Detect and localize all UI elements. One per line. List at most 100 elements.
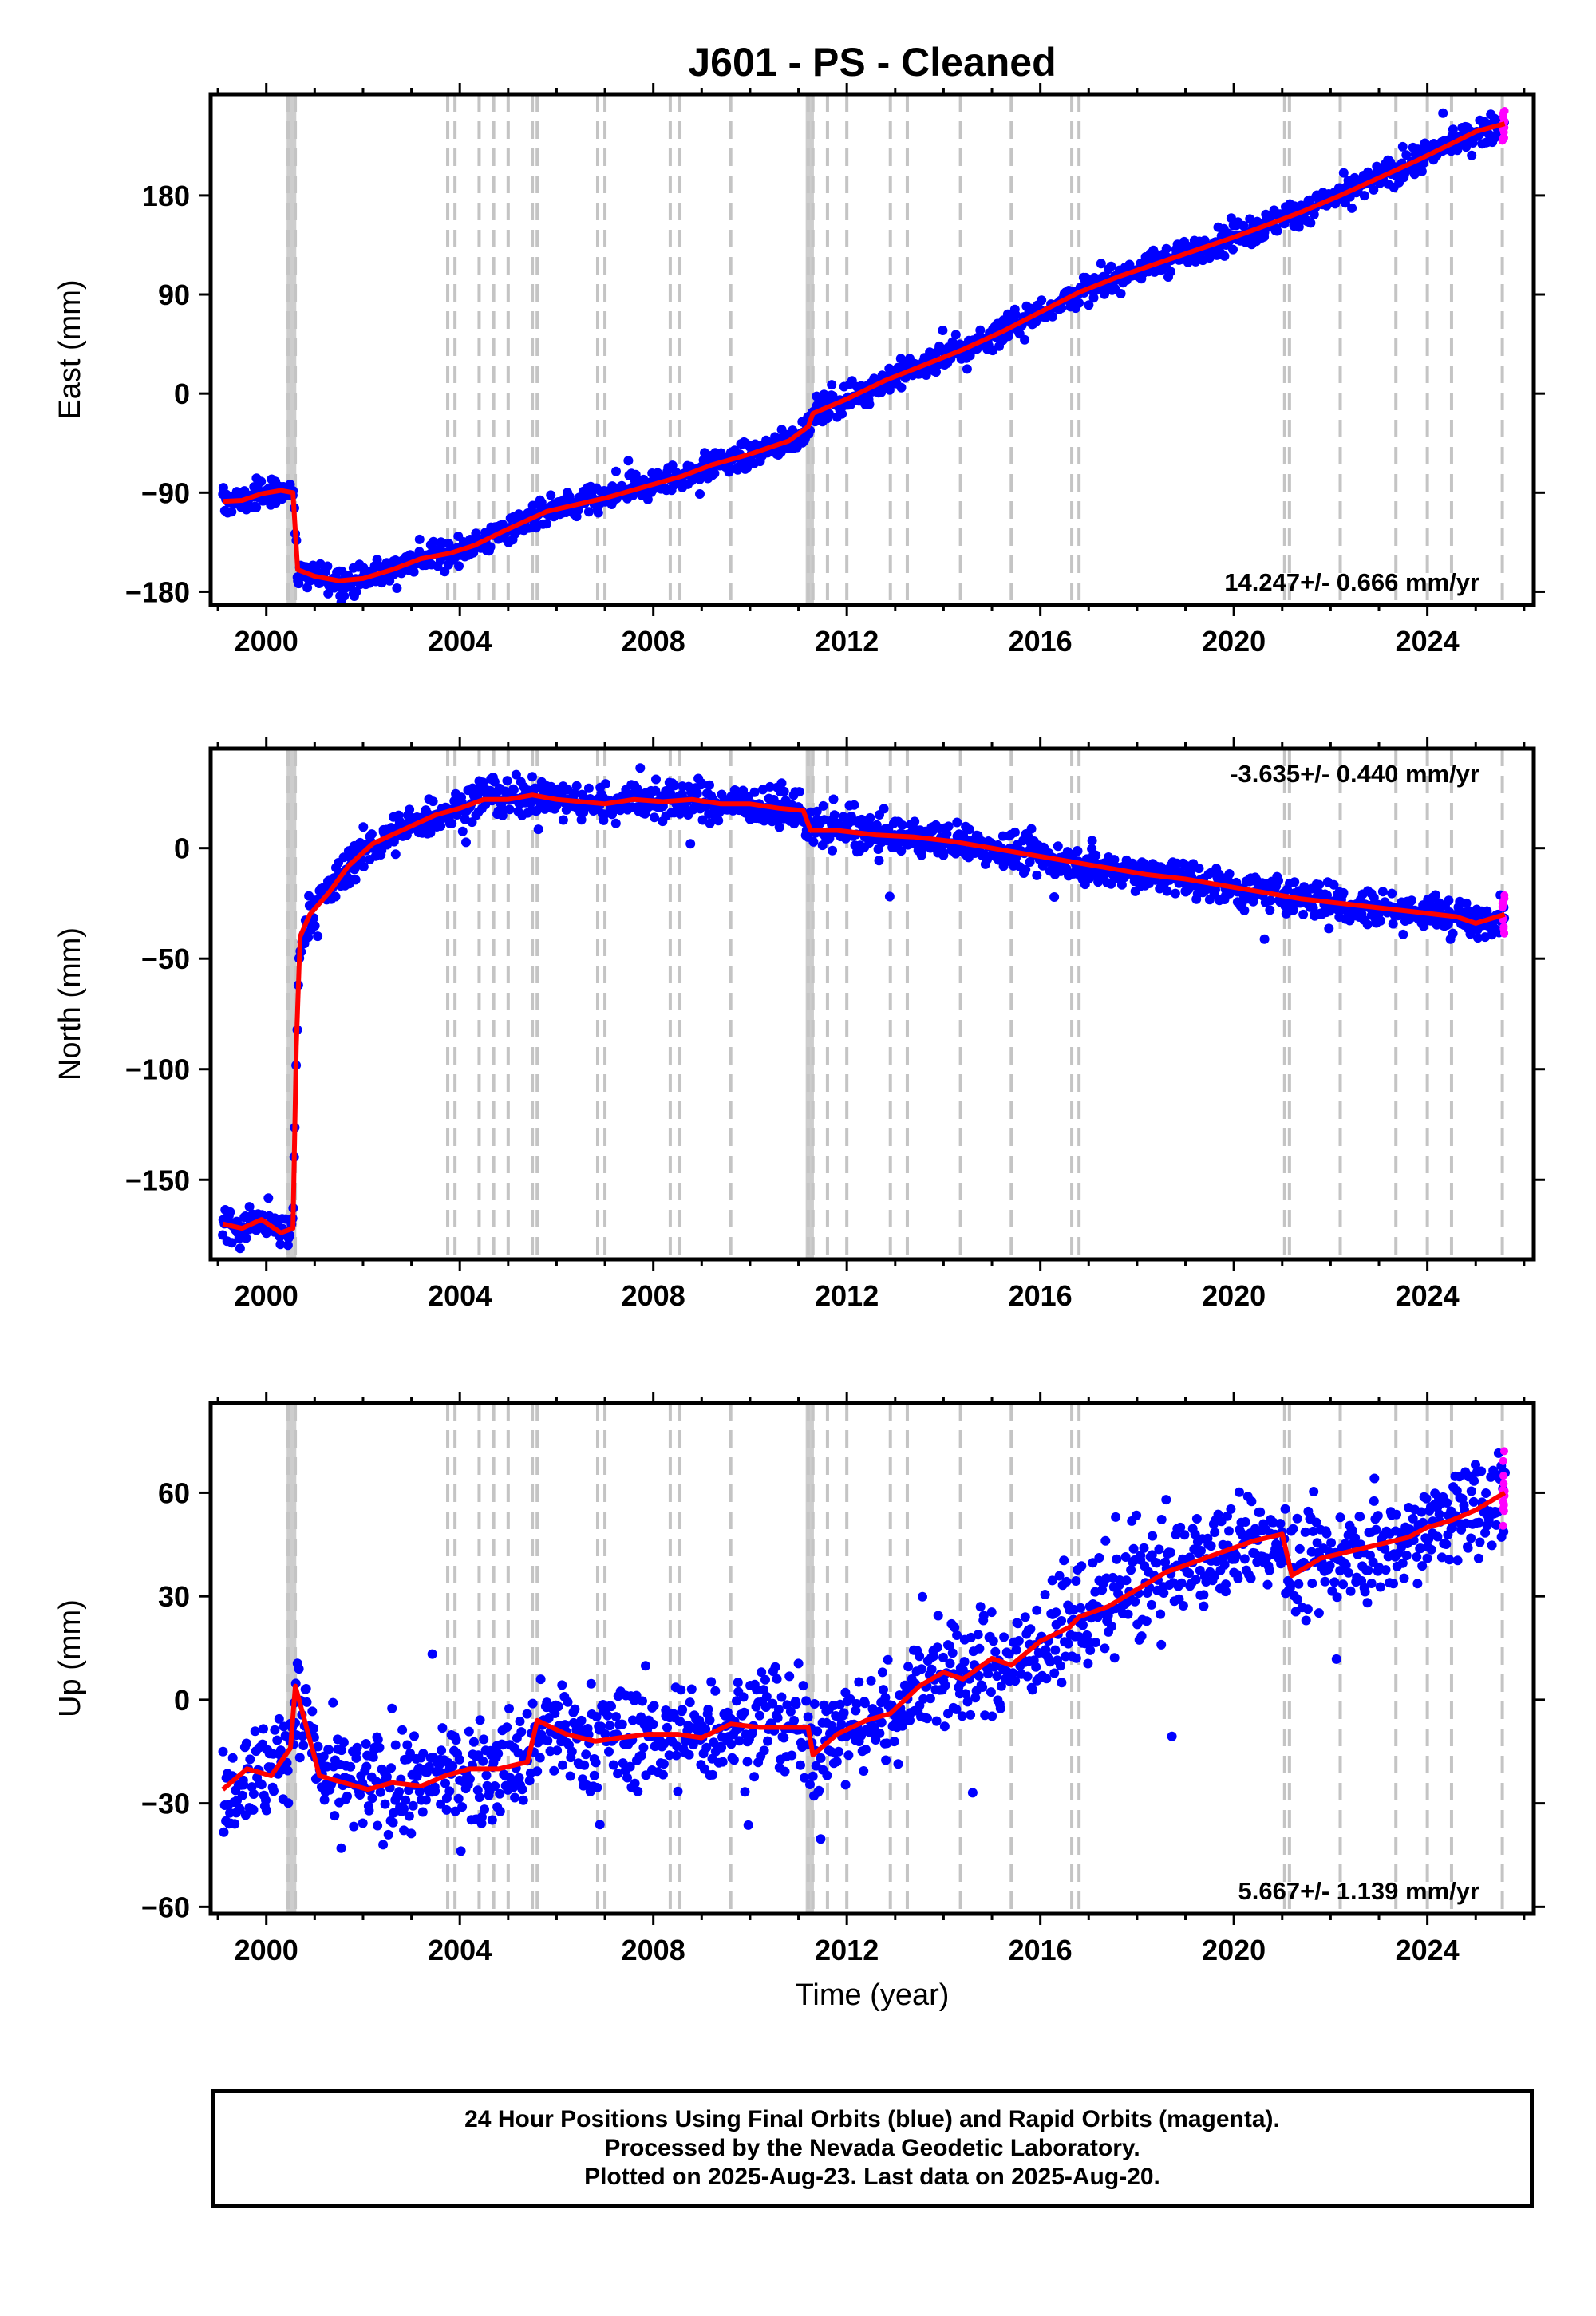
x-tick-label: 2016 bbox=[1009, 1279, 1073, 1312]
data-point bbox=[1387, 888, 1397, 899]
event-band bbox=[805, 94, 814, 605]
data-point bbox=[560, 1720, 571, 1730]
data-point bbox=[1369, 1473, 1380, 1484]
data-point bbox=[489, 777, 500, 787]
data-point bbox=[828, 794, 839, 804]
data-point bbox=[1057, 1678, 1067, 1688]
data-point bbox=[1491, 1520, 1502, 1530]
data-point bbox=[738, 1692, 749, 1702]
data-point bbox=[1050, 1645, 1061, 1655]
data-point bbox=[1399, 1573, 1409, 1583]
data-point bbox=[1363, 1565, 1373, 1575]
data-point bbox=[256, 1780, 267, 1790]
data-point bbox=[945, 1658, 955, 1669]
data-point bbox=[1264, 1565, 1274, 1575]
data-point bbox=[692, 788, 702, 799]
model-line bbox=[223, 121, 1506, 583]
data-point bbox=[263, 1193, 274, 1203]
data-point bbox=[1010, 1676, 1021, 1686]
data-point bbox=[638, 1742, 649, 1753]
data-point bbox=[1409, 169, 1420, 180]
data-point bbox=[856, 1730, 867, 1741]
data-point bbox=[481, 1770, 492, 1780]
data-point bbox=[1219, 251, 1230, 261]
data-point bbox=[409, 1731, 419, 1741]
data-point bbox=[1452, 1555, 1463, 1566]
data-point bbox=[974, 1670, 984, 1681]
data-point bbox=[1032, 1605, 1042, 1615]
data-point bbox=[749, 1772, 760, 1782]
data-point bbox=[541, 519, 551, 529]
data-point bbox=[1100, 1535, 1111, 1546]
data-point bbox=[401, 1795, 411, 1805]
data-point bbox=[504, 1704, 514, 1713]
data-point bbox=[589, 1770, 599, 1780]
data-point bbox=[961, 1689, 971, 1699]
data-point bbox=[272, 1735, 282, 1745]
data-point bbox=[1434, 1509, 1444, 1520]
data-point bbox=[479, 1734, 489, 1745]
data-point bbox=[508, 785, 519, 795]
data-point bbox=[358, 1818, 368, 1828]
data-point bbox=[1412, 1551, 1422, 1562]
data-point bbox=[879, 1685, 888, 1695]
data-point bbox=[986, 1687, 996, 1697]
data-point bbox=[1262, 1579, 1273, 1590]
data-point bbox=[1199, 1590, 1209, 1600]
data-point bbox=[1350, 1533, 1361, 1543]
data-point bbox=[1438, 108, 1448, 118]
data-point bbox=[938, 1652, 948, 1662]
data-point bbox=[729, 1755, 739, 1765]
data-point bbox=[1084, 300, 1094, 310]
data-point bbox=[1076, 1603, 1086, 1613]
data-point bbox=[910, 816, 920, 827]
data-point bbox=[816, 1753, 826, 1763]
data-point bbox=[1191, 256, 1201, 267]
data-point bbox=[1362, 1598, 1373, 1608]
data-point bbox=[740, 1787, 750, 1797]
y-tick-label: 180 bbox=[142, 180, 190, 212]
data-point bbox=[1474, 1517, 1484, 1528]
data-point bbox=[593, 508, 603, 518]
data-point bbox=[1473, 1553, 1483, 1563]
data-point bbox=[1047, 1575, 1057, 1586]
model-line bbox=[222, 792, 1506, 1235]
data-point bbox=[1422, 1553, 1432, 1563]
data-point bbox=[565, 1771, 575, 1781]
data-point bbox=[1475, 1537, 1485, 1547]
data-point bbox=[390, 1740, 401, 1750]
data-point bbox=[1032, 870, 1042, 880]
data-point bbox=[1126, 1565, 1136, 1575]
data-point bbox=[952, 1630, 962, 1640]
data-point bbox=[451, 1735, 461, 1745]
data-point bbox=[1426, 1544, 1436, 1555]
data-point bbox=[940, 1680, 950, 1690]
data-point bbox=[380, 1799, 390, 1809]
data-point bbox=[313, 1741, 323, 1752]
data-point bbox=[457, 1802, 468, 1812]
data-point bbox=[350, 875, 361, 885]
data-point bbox=[1196, 1546, 1206, 1555]
data-point bbox=[515, 1717, 525, 1726]
data-point bbox=[373, 1820, 383, 1831]
data-point bbox=[883, 1654, 893, 1665]
data-point bbox=[394, 1787, 405, 1797]
data-point bbox=[1444, 1555, 1455, 1565]
data-point bbox=[709, 468, 720, 479]
data-point bbox=[1430, 890, 1440, 900]
data-point bbox=[301, 1684, 311, 1694]
data-point bbox=[618, 1758, 628, 1769]
data-point bbox=[1088, 293, 1099, 303]
data-point bbox=[1416, 166, 1427, 176]
data-point bbox=[1040, 1590, 1050, 1599]
data-point bbox=[915, 1651, 925, 1662]
data-point bbox=[1240, 1517, 1250, 1527]
data-point bbox=[535, 1674, 546, 1685]
data-point bbox=[875, 1728, 885, 1738]
data-point bbox=[670, 781, 680, 791]
x-tick-label: 2020 bbox=[1202, 625, 1266, 658]
data-point bbox=[1191, 1575, 1201, 1585]
data-point bbox=[999, 1632, 1009, 1642]
x-tick-label: 2008 bbox=[622, 1279, 685, 1312]
data-point bbox=[761, 1691, 772, 1701]
